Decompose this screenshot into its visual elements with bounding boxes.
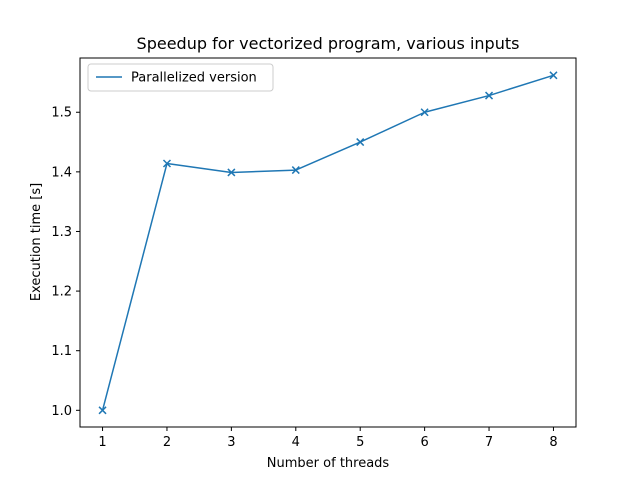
y-tick-label: 1.0 <box>51 404 72 419</box>
x-tick-label: 1 <box>98 435 106 450</box>
legend-label: Parallelized version <box>131 71 257 86</box>
legend-box <box>87 63 274 92</box>
y-axis-label: Execution time [s] <box>29 183 44 301</box>
marker-stroke <box>356 138 365 147</box>
x-tick-label: 8 <box>549 435 557 450</box>
x-tick-label: 4 <box>292 435 300 450</box>
marker-stroke <box>485 91 494 100</box>
y-tick-label: 1.4 <box>51 165 72 180</box>
x-tick-label: 2 <box>163 435 171 450</box>
data-point-marker <box>485 91 494 100</box>
marker-stroke <box>549 71 558 80</box>
marker-stroke <box>420 108 429 117</box>
data-point-marker <box>291 166 300 175</box>
data-point-marker <box>420 108 429 117</box>
x-tick-label: 7 <box>485 435 493 450</box>
data-point-marker <box>549 71 558 80</box>
y-tick-label: 1.3 <box>51 225 72 240</box>
marker-stroke <box>227 168 236 177</box>
x-tick-label: 5 <box>356 435 364 450</box>
y-tick-label: 1.1 <box>51 344 72 359</box>
y-axis-ticks: 1.0 1.1 1.2 1.3 1.4 1.5 <box>51 106 80 419</box>
series-layer <box>98 71 558 415</box>
x-tick-label: 3 <box>227 435 235 450</box>
marker-stroke <box>98 406 107 415</box>
data-point-marker <box>227 168 236 177</box>
y-tick-label: 1.5 <box>51 106 72 121</box>
plot-frame <box>79 57 577 428</box>
legend: Parallelized version <box>87 63 274 92</box>
y-tick-label: 1.2 <box>51 285 72 300</box>
x-tick-label: 6 <box>420 435 428 450</box>
x-axis-ticks: 1 2 3 4 5 6 7 8 <box>98 427 558 450</box>
x-axis-label: Number of threads <box>267 456 390 471</box>
marker-stroke <box>291 166 300 175</box>
data-point-marker <box>356 138 365 147</box>
marker-stroke <box>162 159 171 168</box>
series-line <box>101 74 554 411</box>
data-point-marker <box>162 159 171 168</box>
data-point-marker <box>98 406 107 415</box>
chart-title: Speedup for vectorized program, various … <box>137 34 520 53</box>
